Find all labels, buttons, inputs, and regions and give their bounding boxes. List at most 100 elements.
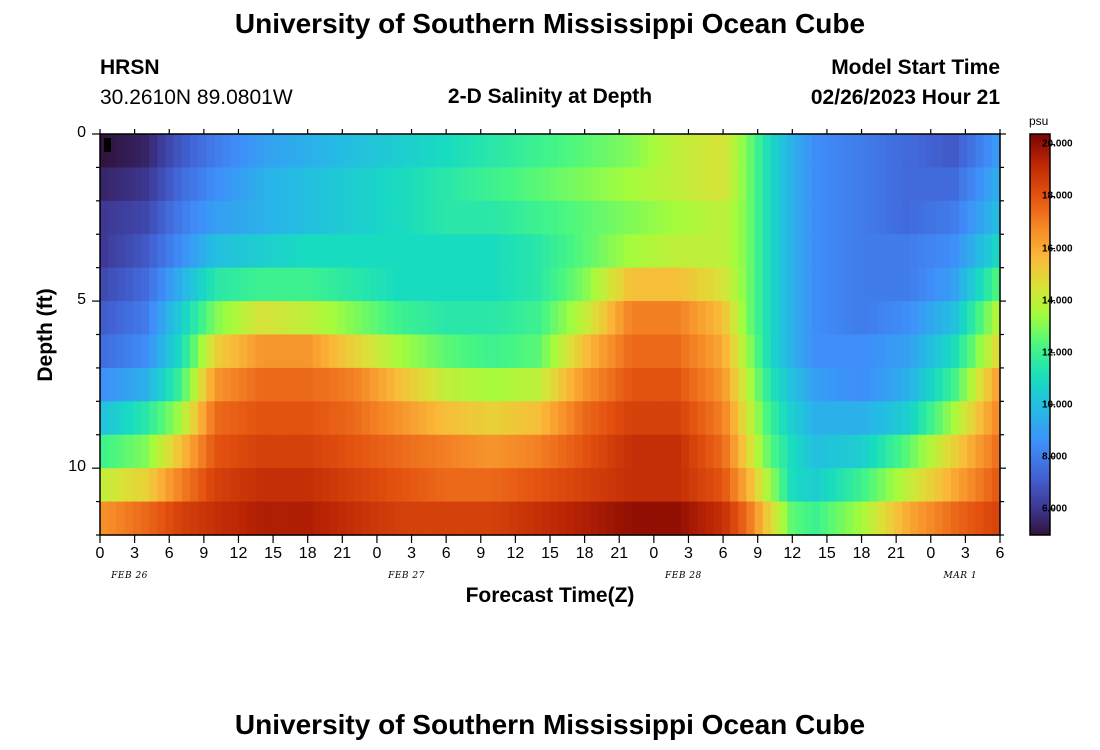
heatmap-cell	[304, 167, 314, 202]
heatmap-cell	[460, 267, 469, 302]
heatmap-cell	[672, 334, 682, 369]
heatmap-cell	[214, 334, 224, 369]
heatmap-cell	[280, 234, 289, 269]
heatmap-cell	[885, 301, 895, 336]
heatmap-cell	[795, 334, 805, 369]
heatmap-cell	[779, 401, 788, 436]
heatmap-cell	[746, 267, 756, 302]
heatmap-cell	[590, 468, 600, 503]
heatmap-cell	[370, 134, 379, 169]
heatmap-cell	[255, 167, 265, 202]
heatmap-cell	[500, 468, 510, 503]
heatmap-cell	[165, 434, 175, 469]
colorbar-tick-label: 8.000	[1042, 451, 1068, 463]
heatmap-cell	[860, 167, 870, 202]
heatmap-cell	[811, 468, 821, 503]
heatmap-cell	[239, 367, 248, 402]
heatmap-cell	[656, 401, 666, 436]
heatmap-cell	[116, 468, 126, 503]
heatmap-cell	[402, 200, 412, 235]
heatmap-cell	[730, 434, 739, 469]
heatmap-cell	[509, 334, 518, 369]
heatmap-cell	[672, 501, 682, 536]
heatmap-cell	[468, 468, 477, 503]
heatmap-cell	[533, 501, 543, 536]
heatmap-cell	[770, 334, 780, 369]
heatmap-cell	[640, 134, 649, 169]
heatmap-cell	[762, 434, 772, 469]
heatmap-cell	[230, 401, 240, 436]
colorbar-tick-label: 12.000	[1042, 347, 1073, 359]
heatmap-cell	[934, 301, 944, 336]
heatmap-cell	[492, 468, 502, 503]
heatmap-cell	[615, 401, 625, 436]
chart-title-repeat: University of Southern Mississippi Ocean…	[234, 709, 866, 740]
heatmap-cell	[942, 234, 952, 269]
heatmap-cell	[934, 501, 944, 536]
heatmap-cell	[860, 134, 870, 169]
heatmap-cell	[746, 367, 756, 402]
heatmap-cell	[918, 200, 927, 235]
heatmap-cell	[140, 501, 150, 536]
heatmap-cell	[181, 434, 191, 469]
heatmap-cell	[599, 301, 608, 336]
heatmap-cell	[255, 301, 265, 336]
heatmap-cell	[337, 501, 347, 536]
colorbar-gradient	[1030, 134, 1050, 535]
heatmap-cell	[435, 200, 445, 235]
heatmap-cell	[410, 334, 420, 369]
heatmap-cell	[517, 334, 527, 369]
heatmap-cell	[754, 468, 764, 503]
heatmap-cell	[337, 401, 347, 436]
heatmap-cell	[599, 167, 608, 202]
x-tick-label: 0	[372, 545, 382, 562]
heatmap-cell	[779, 167, 788, 202]
heatmap-cell	[247, 301, 257, 336]
heatmap-cell	[566, 234, 576, 269]
heatmap-cell	[476, 234, 486, 269]
heatmap-cell	[157, 167, 167, 202]
heatmap-cell	[460, 367, 469, 402]
heatmap-cell	[975, 434, 985, 469]
heatmap-cell	[607, 200, 617, 235]
heatmap-cell	[820, 334, 829, 369]
heatmap-cell	[877, 234, 887, 269]
heatmap-cell	[640, 234, 649, 269]
heatmap-cell	[222, 401, 232, 436]
heatmap-cell	[795, 134, 805, 169]
heatmap-cell	[500, 434, 510, 469]
heatmap-cell	[697, 267, 707, 302]
x-tick-label: 18	[298, 545, 317, 562]
heatmap-cell	[689, 334, 698, 369]
heatmap-cell	[525, 267, 535, 302]
heatmap-cell	[599, 334, 608, 369]
heatmap-cell	[877, 367, 887, 402]
heatmap-cell	[337, 367, 347, 402]
heatmap-cell	[435, 301, 445, 336]
heatmap-cell	[271, 501, 281, 536]
heatmap-cell	[386, 401, 396, 436]
heatmap-cell	[967, 367, 977, 402]
heatmap-cell	[599, 401, 608, 436]
heatmap-cell	[353, 167, 363, 202]
heatmap-cell	[173, 367, 183, 402]
heatmap-cell	[697, 401, 707, 436]
heatmap-cell	[198, 468, 207, 503]
heatmap-cell	[607, 334, 617, 369]
heatmap-cell	[149, 468, 158, 503]
heatmap-cell	[435, 334, 445, 369]
heatmap-cell	[574, 401, 584, 436]
heatmap-cell	[672, 134, 682, 169]
heatmap-cell	[550, 401, 559, 436]
heatmap-cell	[541, 134, 551, 169]
heatmap-cell	[697, 200, 707, 235]
heatmap-cell	[329, 334, 338, 369]
heatmap-cell	[738, 434, 747, 469]
heatmap-cell	[656, 334, 666, 369]
heatmap-cell	[566, 301, 576, 336]
heatmap-cell	[689, 501, 698, 536]
heatmap-cell	[419, 401, 428, 436]
heatmap-cell	[239, 501, 248, 536]
heatmap-cell	[689, 434, 698, 469]
heatmap-cell	[468, 501, 477, 536]
